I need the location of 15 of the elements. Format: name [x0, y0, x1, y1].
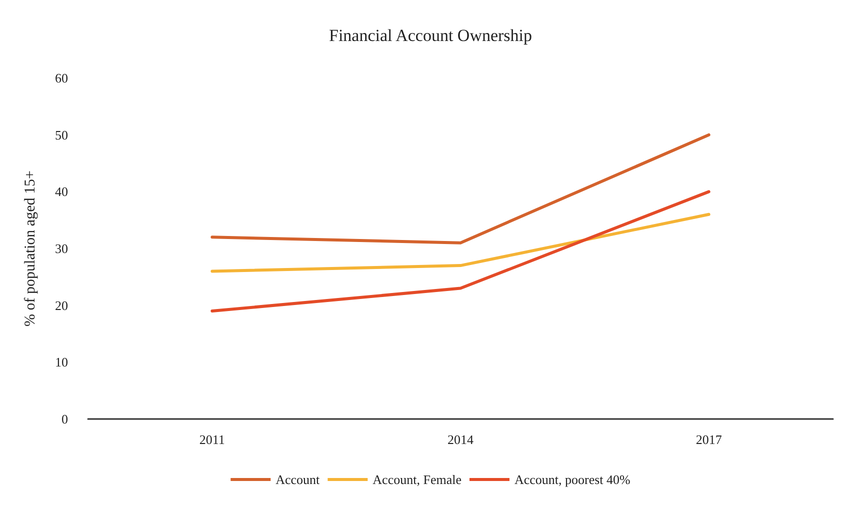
y-tick-label: 50: [55, 127, 68, 142]
y-tick-label: 20: [55, 298, 68, 313]
y-tick-label: 10: [55, 354, 68, 370]
y-tick-label: 0: [62, 412, 68, 426]
y-axis-title: % of population aged 15+: [22, 170, 38, 326]
x-tick-label: 2014: [448, 432, 474, 447]
x-tick-label: 2017: [696, 432, 722, 447]
y-tick-label: 60: [55, 70, 68, 86]
x-tick-label: 2011: [199, 432, 225, 447]
y-tick-label: 40: [55, 184, 68, 200]
legend-label: Account, Female: [372, 472, 462, 487]
chart-title: Financial Account Ownership: [328, 26, 532, 45]
legend-label: Account: [276, 472, 320, 487]
legend-label: Account, poorest 40%: [514, 472, 631, 487]
y-tick-label: 30: [55, 241, 68, 256]
